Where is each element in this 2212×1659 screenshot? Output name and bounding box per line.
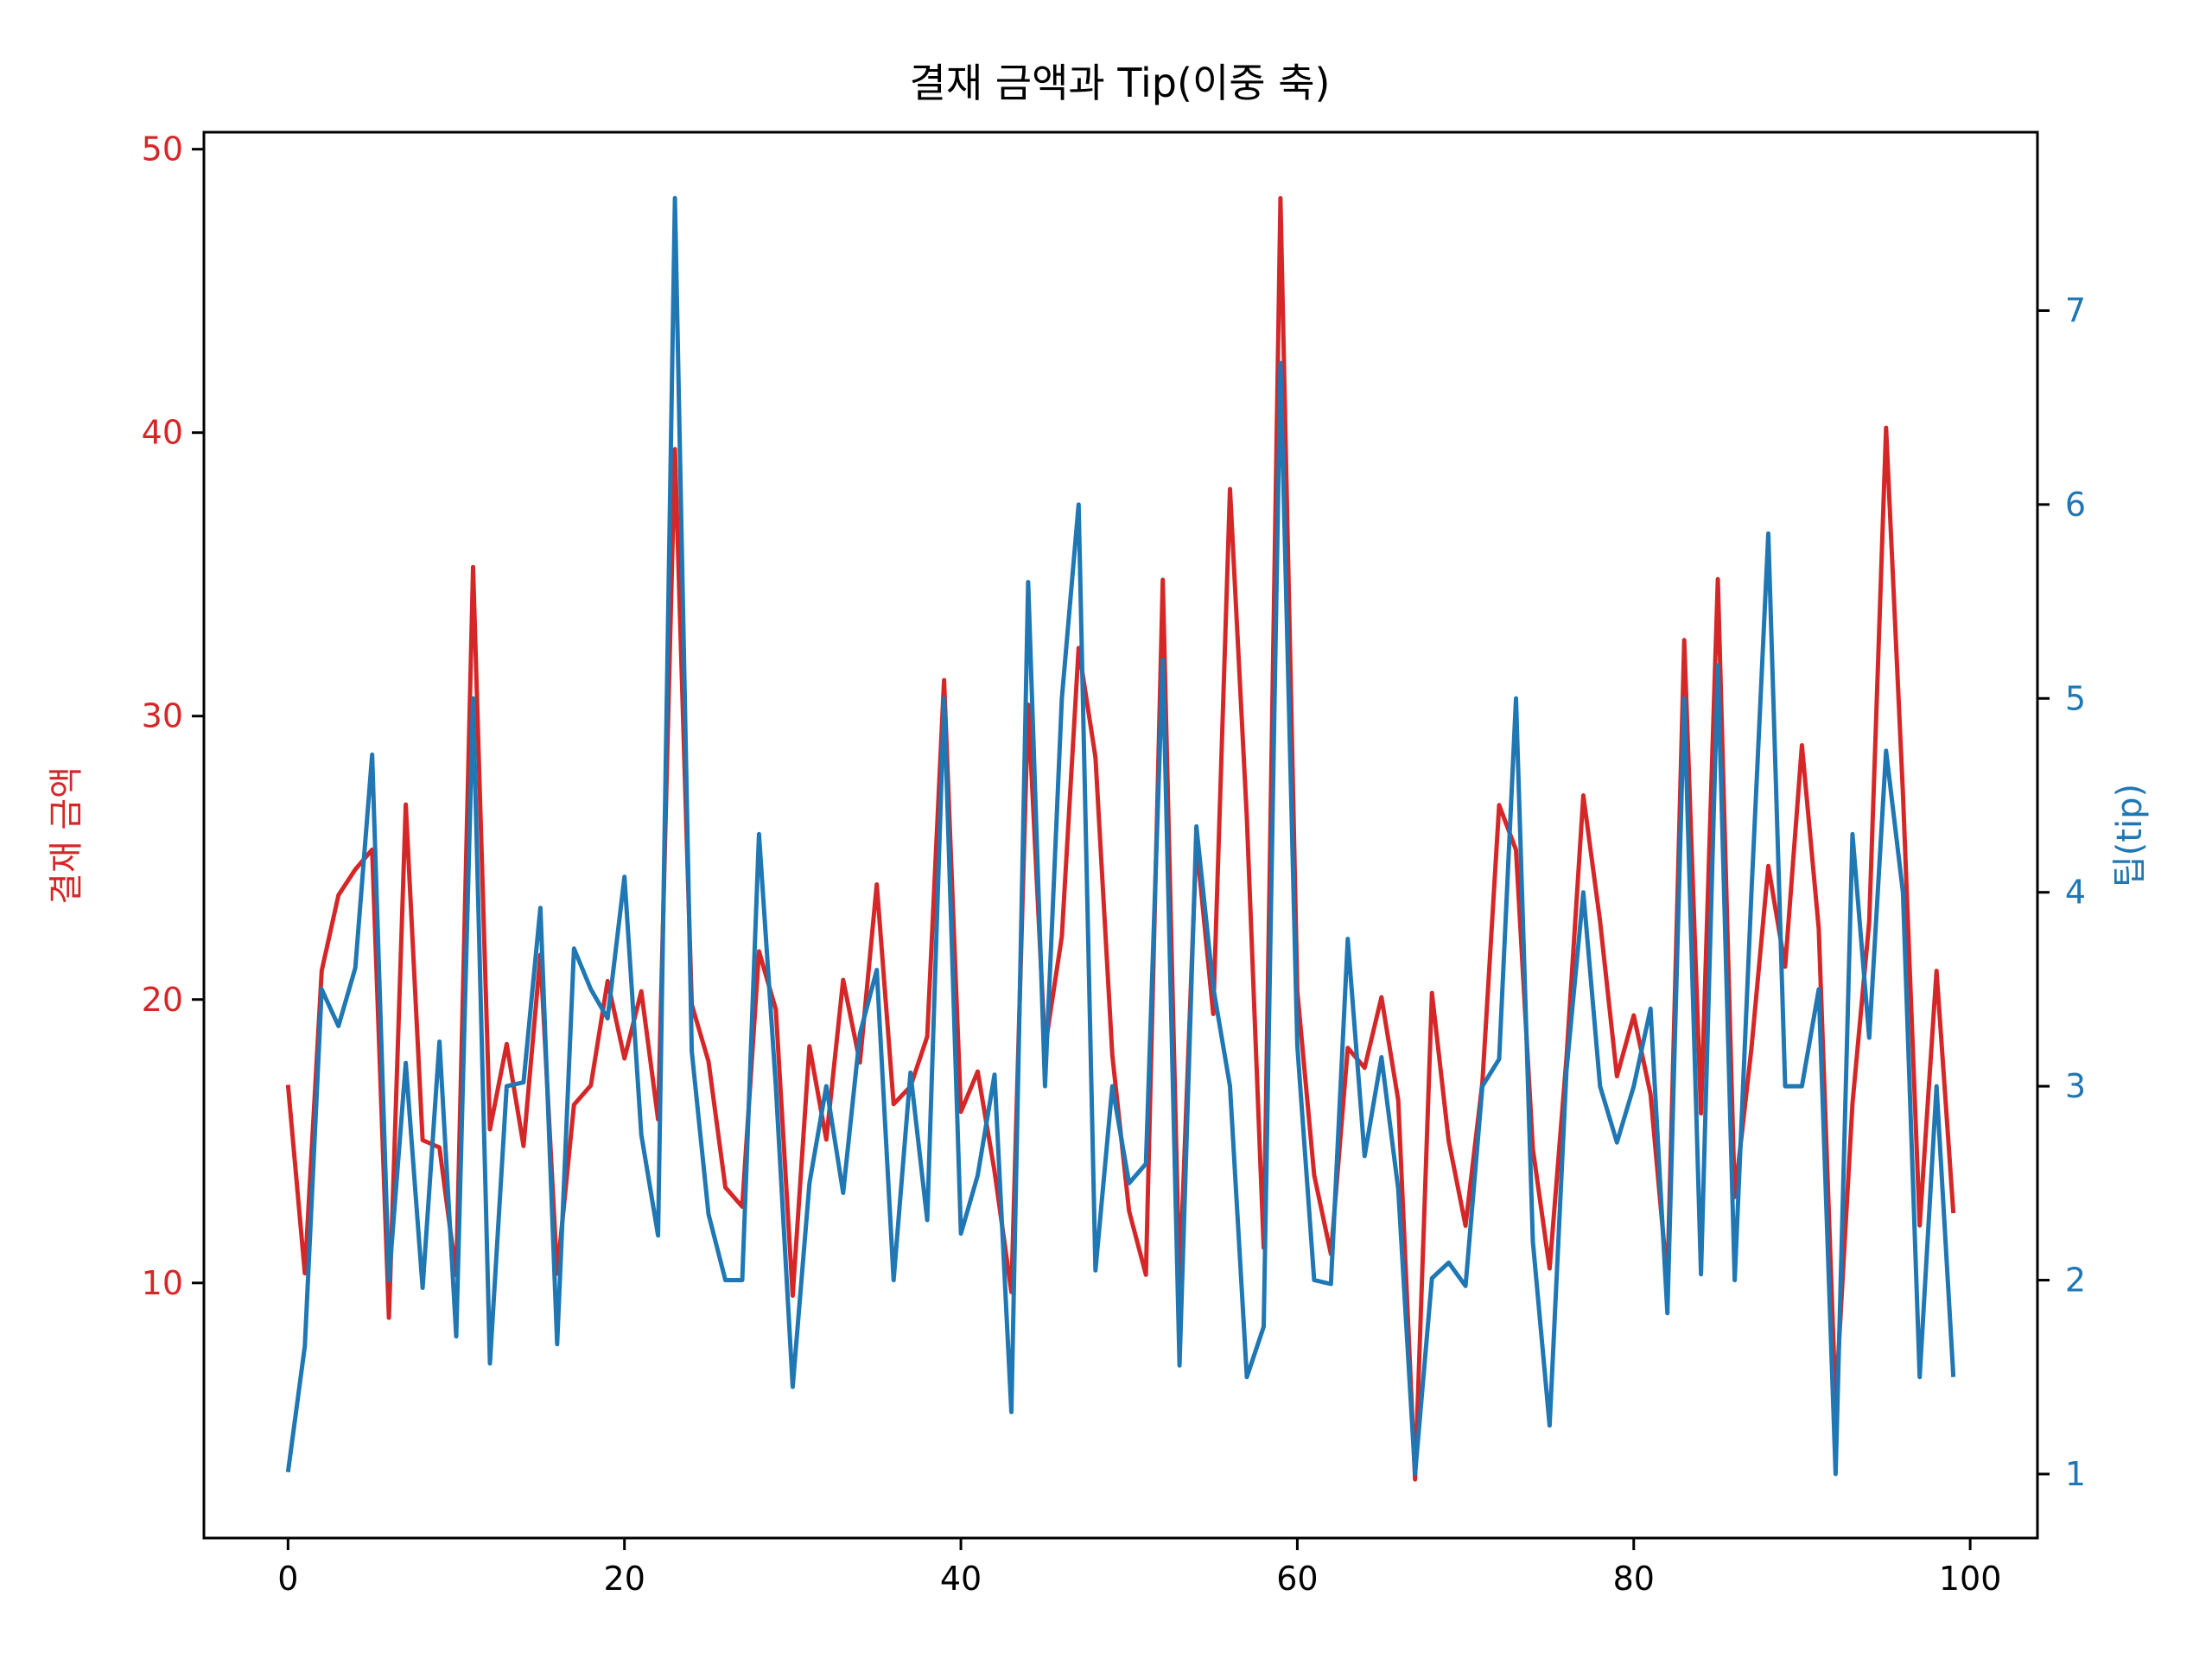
- y-right-tick-label: 4: [2065, 874, 2086, 912]
- y-right-tick-label: 5: [2065, 679, 2086, 717]
- x-tick-label: 100: [1939, 1560, 2002, 1598]
- y-right-tick-label: 3: [2065, 1067, 2086, 1105]
- y-right-tick-label: 7: [2065, 291, 2086, 329]
- y-left-tick-label: 40: [142, 414, 183, 452]
- y-right-tick-label: 1: [2065, 1455, 2086, 1493]
- series-line-tip: [285, 195, 1956, 1477]
- y-left-tick-label: 30: [142, 697, 183, 735]
- y-right-tick-label: 2: [2065, 1262, 2086, 1300]
- y-left-tick-label: 50: [142, 130, 183, 168]
- x-tick-label: 20: [604, 1560, 645, 1598]
- x-tick-label: 80: [1613, 1560, 1655, 1598]
- x-tick-label: 40: [940, 1560, 982, 1598]
- plot-area: 0 20 40 60 80 100 10 20 30 40 50 1 2 3 4 5 6 7: [142, 130, 2086, 1598]
- plot-frame: [202, 130, 2039, 1540]
- y-axis-right-label: 팁(tip): [2110, 784, 2150, 887]
- chart-title: 결재 금액과 Tip(이중 축): [910, 60, 1331, 106]
- x-tick-label: 0: [277, 1560, 298, 1598]
- y-left-tick-label: 10: [142, 1264, 183, 1302]
- x-tick-label: 60: [1276, 1560, 1318, 1598]
- y-axis-left-label: 결재 금액: [47, 766, 86, 905]
- y-left-tick-label: 20: [142, 981, 183, 1019]
- y-right-tick-label: 6: [2065, 486, 2086, 524]
